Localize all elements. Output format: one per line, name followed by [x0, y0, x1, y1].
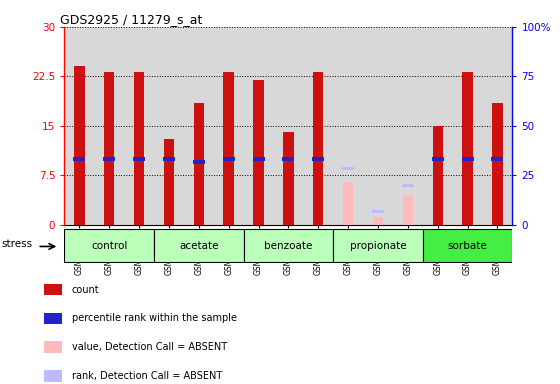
Text: benzoate: benzoate [264, 241, 312, 251]
Text: percentile rank within the sample: percentile rank within the sample [72, 313, 237, 323]
Bar [64, 27, 94, 225]
Bar [304, 27, 333, 225]
Bar [372, 210, 384, 213]
Bar [273, 27, 304, 225]
Text: rank, Detection Call = ABSENT: rank, Detection Call = ABSENT [72, 371, 222, 381]
Bar [104, 72, 114, 225]
FancyBboxPatch shape [333, 229, 423, 262]
Bar [164, 139, 174, 225]
Bar [363, 27, 393, 225]
Bar [483, 27, 512, 225]
Bar [312, 157, 324, 161]
Bar [423, 27, 452, 225]
Bar [223, 72, 234, 225]
Bar [154, 27, 184, 225]
FancyBboxPatch shape [154, 229, 244, 262]
Bar [463, 72, 473, 225]
Bar [492, 103, 503, 225]
Bar [343, 182, 353, 225]
Bar [282, 157, 295, 161]
Bar [283, 132, 293, 225]
Text: sorbate: sorbate [448, 241, 487, 251]
Bar [403, 195, 413, 225]
Text: GDS2925 / 11279_s_at: GDS2925 / 11279_s_at [60, 13, 202, 26]
Bar [103, 157, 115, 161]
Bar [133, 157, 145, 161]
Bar [432, 126, 443, 225]
Bar [73, 157, 85, 161]
Bar [44, 370, 62, 382]
Bar [373, 217, 383, 225]
Bar [253, 157, 264, 161]
Bar [452, 27, 483, 225]
Bar [44, 313, 62, 324]
FancyBboxPatch shape [64, 229, 154, 262]
Bar [184, 27, 214, 225]
Text: count: count [72, 285, 100, 295]
Bar [74, 66, 85, 225]
Bar [193, 160, 205, 164]
FancyBboxPatch shape [423, 229, 512, 262]
Bar [402, 184, 414, 187]
Text: propionate: propionate [349, 241, 407, 251]
Bar [253, 79, 264, 225]
Text: value, Detection Call = ABSENT: value, Detection Call = ABSENT [72, 342, 227, 352]
Bar [333, 27, 363, 225]
Text: control: control [91, 241, 127, 251]
Bar [124, 27, 154, 225]
Bar [342, 167, 354, 170]
Bar [44, 341, 62, 353]
Bar [214, 27, 244, 225]
Text: stress: stress [1, 239, 32, 249]
Bar [432, 157, 444, 161]
Bar [313, 72, 324, 225]
Bar [492, 157, 503, 161]
Bar [393, 27, 423, 225]
Text: acetate: acetate [179, 241, 218, 251]
Bar [223, 157, 235, 161]
Bar [244, 27, 273, 225]
Bar [44, 284, 62, 295]
Bar [461, 157, 474, 161]
Bar [163, 157, 175, 161]
Bar [134, 72, 144, 225]
Bar [194, 103, 204, 225]
FancyBboxPatch shape [244, 229, 333, 262]
Bar [94, 27, 124, 225]
